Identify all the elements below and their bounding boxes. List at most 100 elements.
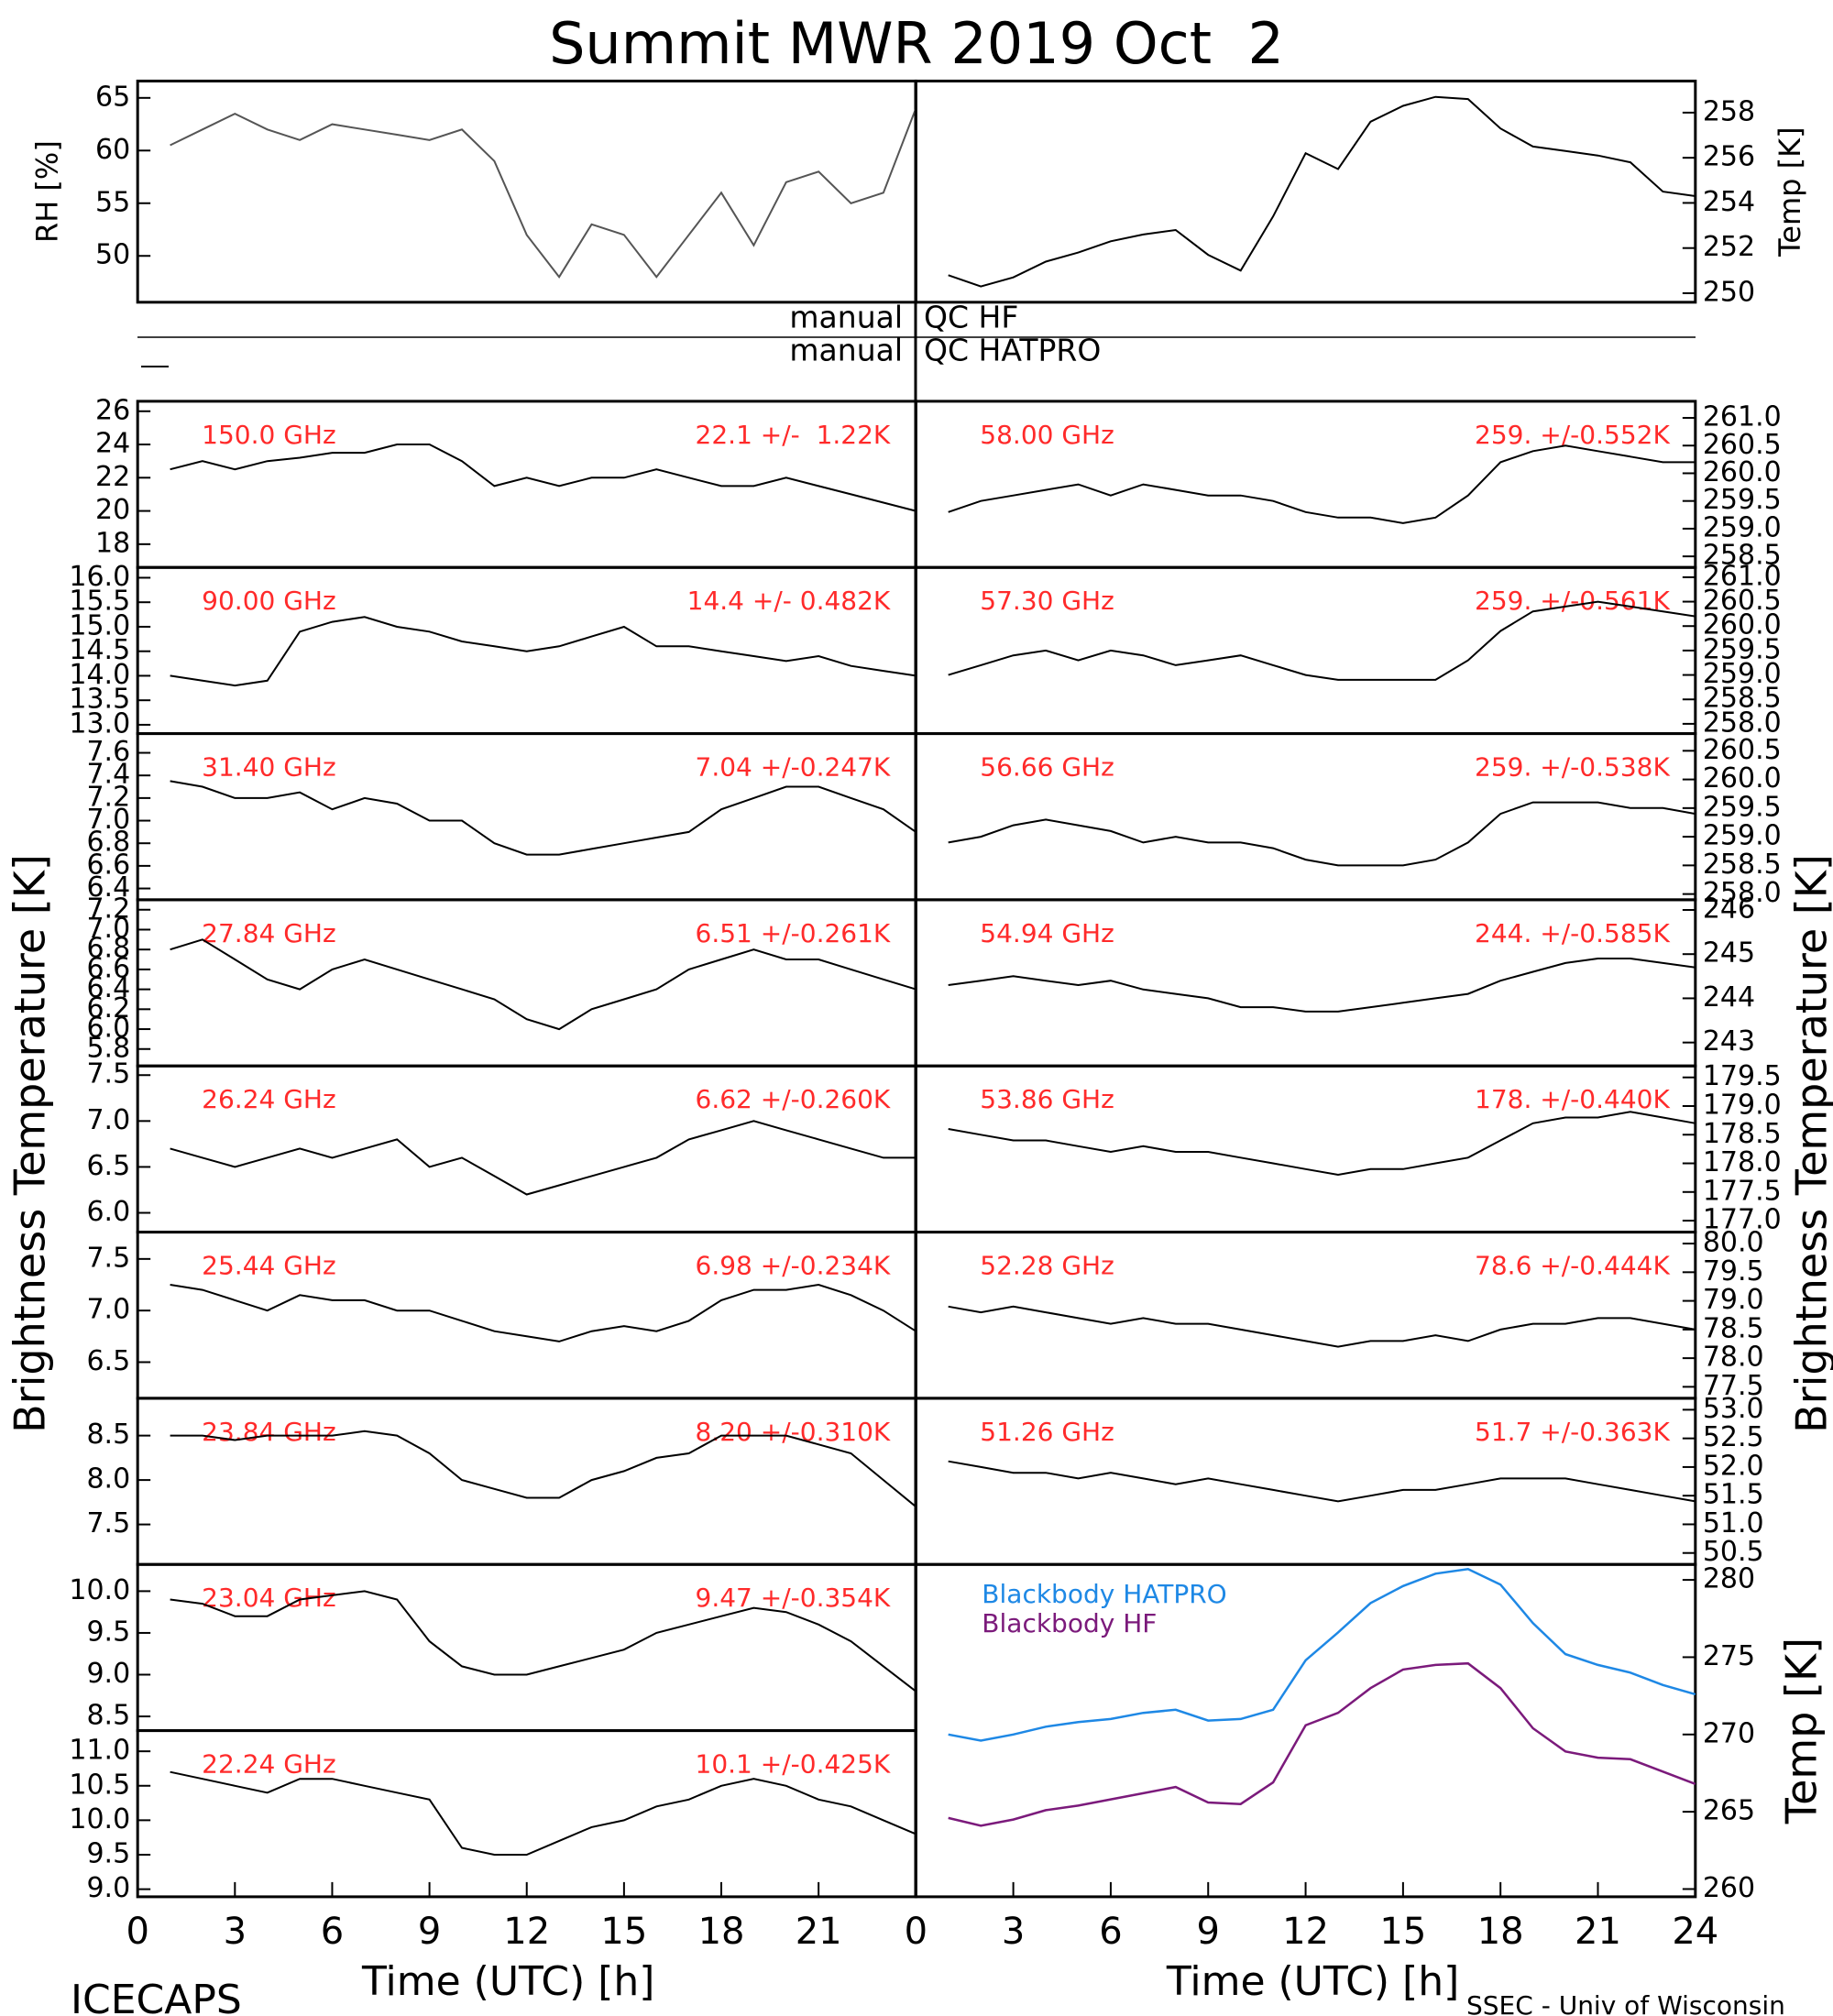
annotation: 7.04 +/-0.247K	[696, 752, 891, 783]
y-tick-label: 77.5	[1703, 1370, 1764, 1402]
y-tick-label: 6.6	[86, 849, 130, 881]
y-tick-label: 51.0	[1703, 1507, 1764, 1539]
annotation: 53.86 GHz	[980, 1084, 1114, 1114]
y-tick-label: 246	[1703, 893, 1755, 925]
y-tick-label: 258	[1703, 95, 1755, 127]
y-axis-label: Temp [K]	[1777, 1638, 1827, 1824]
y-tick-label: 60	[95, 134, 130, 166]
annotation: 244. +/-0.585K	[1475, 918, 1670, 948]
y-tick-label: 53.0	[1703, 1393, 1764, 1425]
y-tick-label: 20	[95, 494, 130, 526]
y-tick-label: 6.2	[86, 992, 130, 1024]
annotation: 31.40 GHz	[202, 752, 336, 783]
y-tick-label: 8.5	[86, 1419, 130, 1451]
y-tick-label: 13.5	[69, 684, 130, 716]
y-tick-label: 7.4	[86, 759, 130, 791]
data-line	[948, 1111, 1696, 1177]
x-tick-label: 18	[698, 1911, 745, 1953]
annotation: 259. +/-0.538K	[1475, 752, 1670, 783]
y-tick-label: 265	[1703, 1795, 1755, 1827]
y-tick-label: 6.8	[86, 827, 130, 859]
x-tick-label: 12	[1282, 1911, 1329, 1953]
data-line	[170, 938, 916, 1031]
y-tick-label: 24	[95, 428, 130, 460]
y-tick-label: 14.0	[69, 659, 130, 691]
y-tick-label: 7.0	[86, 913, 130, 945]
annotation: 6.62 +/-0.260K	[696, 1084, 891, 1114]
annotation: 56.66 GHz	[980, 752, 1114, 783]
annotation: 78.6 +/-0.444K	[1475, 1251, 1670, 1281]
y-tick-label: 11.0	[69, 1735, 130, 1767]
y-tick-label: 258.5	[1703, 683, 1782, 715]
y-tick-label: 15.5	[69, 586, 130, 618]
data-line	[170, 107, 917, 279]
y-tick-label: 9.0	[86, 1658, 130, 1690]
qc-label: QC HATPRO	[924, 333, 1101, 368]
x-tick-label: 6	[1099, 1911, 1122, 1953]
x-tick-label: 3	[1002, 1911, 1025, 1953]
x-axis-label: Time (UTC) [h]	[1166, 1958, 1459, 2005]
y-tick-label: 14.5	[69, 634, 130, 666]
x-tick-label: 0	[126, 1911, 148, 1953]
y-tick-label: 50	[95, 239, 130, 271]
y-tick-label: 245	[1703, 937, 1755, 970]
y-tick-label: 16.0	[69, 561, 130, 593]
y-tick-label: 252	[1703, 231, 1755, 263]
y-tick-label: 7.0	[86, 1294, 130, 1326]
y-axis-label: Brightness Temperature [K]	[1787, 854, 1833, 1433]
annotation: 58.00 GHz	[980, 420, 1114, 450]
y-tick-label: 6.0	[86, 1013, 130, 1045]
data-line	[170, 1770, 916, 1856]
x-tick-label: 3	[224, 1911, 247, 1953]
y-tick-label: 260.5	[1703, 585, 1782, 617]
y-tick-label: 9.0	[86, 1872, 130, 1904]
y-tick-label: 9.5	[86, 1616, 130, 1648]
y-tick-label: 6.6	[86, 952, 130, 984]
y-tick-label: 7.0	[86, 804, 130, 836]
annotation: 9.47 +/-0.354K	[696, 1583, 891, 1613]
annotation: 8.20 +/-0.310K	[696, 1417, 891, 1447]
y-tick-label: 79.0	[1703, 1284, 1764, 1316]
y-tick-label: 259.5	[1703, 791, 1782, 823]
qc-label: manual	[789, 300, 903, 335]
panel-frame	[914, 79, 1697, 304]
y-tick-label: 15.0	[69, 609, 130, 641]
y-tick-label: 177.0	[1703, 1204, 1782, 1236]
y-tick-label: 260.5	[1703, 429, 1782, 461]
annotation: 23.84 GHz	[202, 1417, 336, 1447]
y-tick-label: 79.5	[1703, 1255, 1764, 1287]
y-tick-label: 26	[95, 394, 130, 426]
y-tick-label: 5.8	[86, 1032, 130, 1064]
data-line	[948, 1568, 1696, 1742]
y-tick-label: 7.2	[86, 781, 130, 813]
data-line	[948, 600, 1696, 681]
y-tick-label: 9.5	[86, 1837, 130, 1869]
y-tick-label: 52.5	[1703, 1421, 1764, 1453]
y-tick-label: 7.5	[86, 1242, 130, 1274]
y-tick-label: 179.0	[1703, 1089, 1782, 1121]
annotation: 22.24 GHz	[202, 1749, 336, 1780]
y-tick-label: 178.5	[1703, 1118, 1782, 1150]
y-tick-label: 6.5	[86, 1150, 130, 1182]
x-tick-label: 24	[1672, 1911, 1718, 1953]
y-tick-label: 177.5	[1703, 1175, 1782, 1207]
y-tick-label: 78.5	[1703, 1312, 1764, 1344]
figure-title: Summit MWR 2019 Oct 2	[549, 10, 1284, 77]
footer-right: SSEC - Univ of Wisconsin	[1466, 1990, 1785, 2016]
y-tick-label: 256	[1703, 141, 1755, 173]
x-tick-label: 12	[503, 1911, 550, 1953]
data-line	[948, 444, 1696, 524]
y-tick-label: 50.5	[1703, 1536, 1764, 1568]
annotation: 51.7 +/-0.363K	[1475, 1417, 1670, 1447]
y-tick-label: 51.5	[1703, 1479, 1764, 1511]
data-line	[170, 1590, 916, 1693]
x-tick-label: 21	[1575, 1911, 1621, 1953]
y-tick-label: 6.0	[86, 1196, 130, 1228]
annotation: 90.00 GHz	[202, 586, 336, 616]
y-tick-label: 275	[1703, 1640, 1755, 1672]
annotation: 14.4 +/- 0.482K	[687, 586, 891, 616]
annotation: 26.24 GHz	[202, 1084, 336, 1114]
annotation: 6.51 +/-0.261K	[696, 918, 891, 948]
y-tick-label: 179.5	[1703, 1060, 1782, 1092]
data-line	[170, 780, 916, 856]
